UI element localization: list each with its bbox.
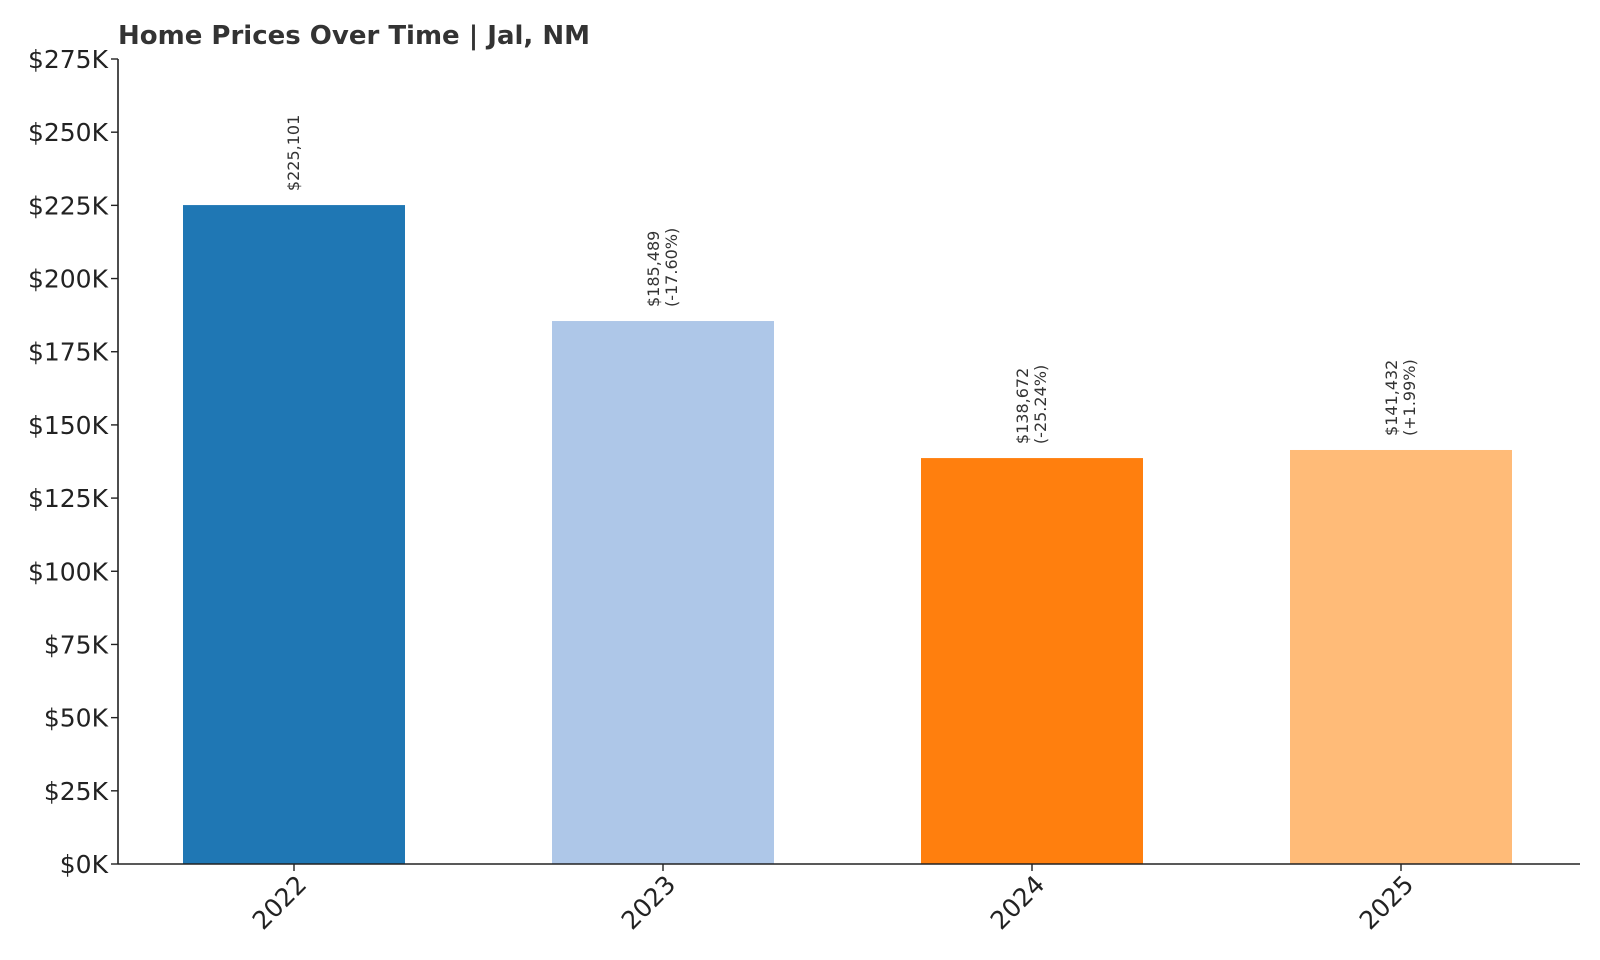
y-tick-label: $175K bbox=[28, 338, 109, 367]
y-tick-label: $0K bbox=[60, 850, 109, 879]
y-tick-label: $250K bbox=[28, 118, 109, 147]
y-axis-ticks: $0K $25K $50K $75K $100K $125K $150K $175K $200K… bbox=[28, 45, 118, 879]
data-label-value: $138,672 bbox=[1013, 368, 1032, 444]
y-tick-label: $125K bbox=[28, 484, 109, 513]
x-tick-label: 2025 bbox=[1354, 870, 1419, 935]
data-label-change: (-17.60%) bbox=[662, 228, 681, 307]
bar-2024 bbox=[921, 458, 1143, 864]
x-tick-label: 2022 bbox=[247, 870, 312, 935]
data-labels: $225,101 $185,489 (-17.60%) $138,672 (-25.24… bbox=[284, 115, 1419, 444]
bars bbox=[183, 205, 1512, 865]
x-tick-label: 2024 bbox=[985, 870, 1050, 935]
y-tick-label: $275K bbox=[28, 45, 109, 74]
y-tick-label: $150K bbox=[28, 411, 109, 440]
bar-2023 bbox=[552, 321, 774, 865]
y-tick-label: $75K bbox=[44, 630, 109, 659]
y-tick-label: $200K bbox=[28, 265, 109, 294]
y-tick-label: $100K bbox=[28, 557, 109, 586]
chart-title: Home Prices Over Time | Jal, NM bbox=[118, 21, 590, 51]
data-label-value: $225,101 bbox=[284, 115, 303, 191]
data-label-value: $185,489 bbox=[644, 231, 663, 307]
data-label-change: (-25.24%) bbox=[1031, 365, 1050, 444]
y-tick-label: $50K bbox=[44, 704, 109, 733]
bar-2025 bbox=[1290, 449, 1512, 864]
data-label-change: (+1.99%) bbox=[1400, 359, 1419, 436]
data-label-value: $141,432 bbox=[1382, 360, 1401, 436]
bar-2022 bbox=[183, 205, 405, 864]
y-tick-label: $225K bbox=[28, 191, 109, 220]
x-axis-ticks: 2022 2023 2024 2025 bbox=[247, 864, 1419, 935]
x-tick-label: 2023 bbox=[616, 870, 681, 935]
y-tick-label: $25K bbox=[44, 777, 109, 806]
